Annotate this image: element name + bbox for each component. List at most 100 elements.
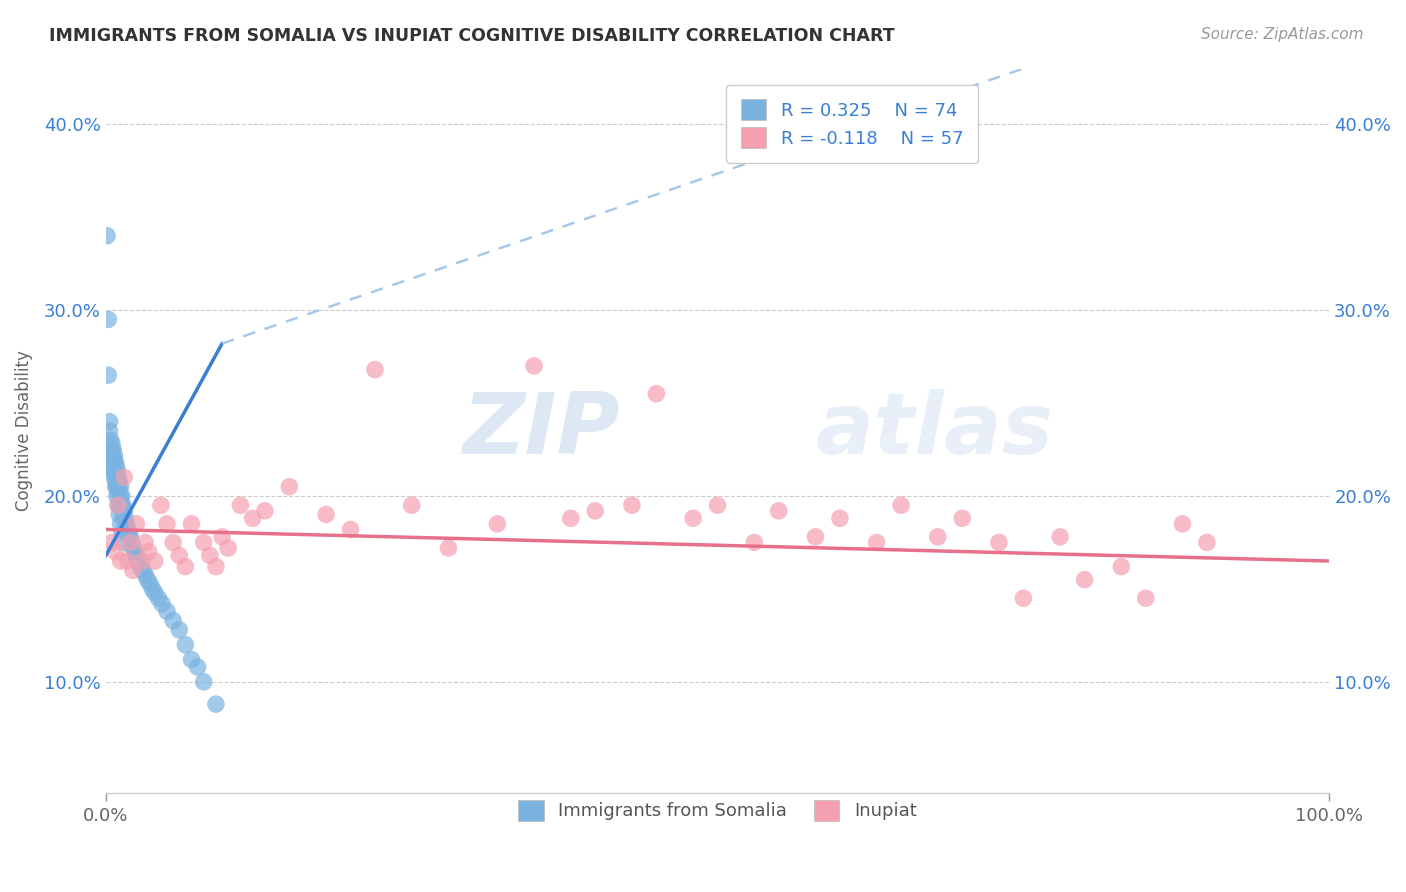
Point [131, 554, 153, 568]
Point [98, 424, 121, 438]
Point [150, 597, 173, 611]
Point [101, 437, 124, 451]
Point [110, 498, 132, 512]
Point [110, 516, 132, 531]
Point [278, 480, 301, 494]
Point [117, 554, 139, 568]
Point [101, 451, 124, 466]
Point [104, 474, 127, 488]
Point [198, 549, 221, 563]
Point [1135, 591, 1157, 606]
Point [97, 312, 120, 326]
Point [217, 541, 239, 555]
Legend: Immigrants from Somalia, Inupiat: Immigrants from Somalia, Inupiat [503, 785, 931, 835]
Point [205, 697, 228, 711]
Point [156, 604, 179, 618]
Point [121, 539, 143, 553]
Point [180, 516, 202, 531]
Point [162, 535, 184, 549]
Point [111, 498, 134, 512]
Point [107, 498, 129, 512]
Point [103, 451, 125, 466]
Point [117, 523, 139, 537]
Point [180, 652, 202, 666]
Point [122, 545, 145, 559]
Point [107, 498, 129, 512]
Point [134, 535, 156, 549]
Point [149, 498, 172, 512]
Point [187, 660, 209, 674]
Point [127, 554, 149, 568]
Point [121, 535, 143, 549]
Point [167, 549, 190, 563]
Point [437, 541, 460, 555]
Point [486, 516, 509, 531]
Point [141, 582, 163, 596]
Point [401, 498, 423, 512]
Point [101, 535, 124, 549]
Point [205, 559, 228, 574]
Point [101, 448, 124, 462]
Point [103, 448, 125, 462]
Point [114, 520, 136, 534]
Point [315, 508, 337, 522]
Point [1171, 516, 1194, 531]
Point [162, 614, 184, 628]
Point [523, 359, 546, 373]
Point [111, 498, 134, 512]
Point [103, 456, 125, 470]
Point [103, 470, 125, 484]
Point [105, 470, 128, 484]
Point [108, 508, 131, 522]
Point [139, 576, 162, 591]
Point [131, 563, 153, 577]
Point [103, 442, 125, 457]
Point [110, 554, 132, 568]
Point [193, 535, 215, 549]
Point [136, 573, 159, 587]
Point [105, 461, 128, 475]
Point [174, 638, 197, 652]
Point [118, 526, 141, 541]
Point [682, 511, 704, 525]
Point [104, 545, 127, 559]
Point [706, 498, 728, 512]
Point [129, 559, 152, 574]
Point [108, 483, 131, 498]
Text: IMMIGRANTS FROM SOMALIA VS INUPIAT COGNITIVE DISABILITY CORRELATION CHART: IMMIGRANTS FROM SOMALIA VS INUPIAT COGNI… [49, 27, 894, 45]
Point [121, 563, 143, 577]
Point [103, 461, 125, 475]
Point [108, 474, 131, 488]
Point [143, 554, 166, 568]
Point [107, 485, 129, 500]
Point [104, 465, 127, 479]
Point [125, 516, 148, 531]
Point [193, 674, 215, 689]
Point [768, 504, 790, 518]
Point [1073, 573, 1095, 587]
Point [111, 526, 134, 541]
Point [134, 567, 156, 582]
Point [253, 504, 276, 518]
Point [107, 467, 129, 481]
Point [804, 530, 827, 544]
Point [107, 475, 129, 490]
Text: Source: ZipAtlas.com: Source: ZipAtlas.com [1201, 27, 1364, 42]
Point [242, 511, 264, 525]
Point [211, 530, 233, 544]
Point [865, 535, 887, 549]
Point [104, 456, 127, 470]
Point [125, 549, 148, 563]
Point [339, 523, 361, 537]
Point [96, 228, 118, 243]
Point [101, 456, 124, 470]
Point [1012, 591, 1035, 606]
Point [143, 585, 166, 599]
Point [114, 511, 136, 525]
Point [112, 470, 135, 484]
Point [103, 467, 125, 481]
Point [890, 498, 912, 512]
Point [105, 480, 128, 494]
Point [112, 504, 135, 518]
Text: atlas: atlas [815, 390, 1053, 473]
